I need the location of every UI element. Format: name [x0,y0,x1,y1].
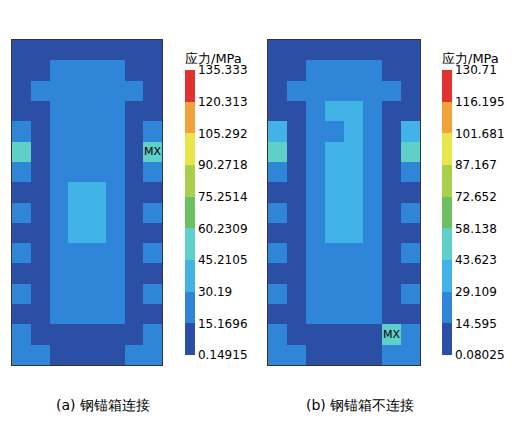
svg-text:15.1696: 15.1696 [198,317,248,331]
svg-text:116.195: 116.195 [455,95,505,109]
svg-text:43.623: 43.623 [455,253,497,267]
svg-text:MX: MX [144,145,161,158]
svg-text:29.109: 29.109 [455,285,497,299]
svg-text:0.08025: 0.08025 [455,348,505,362]
svg-text:0.14915: 0.14915 [198,348,248,362]
svg-text:(b) 钢锚箱不连接: (b) 钢锚箱不连接 [306,397,414,413]
svg-text:87.167: 87.167 [455,158,497,172]
svg-text:135.333: 135.333 [198,63,248,77]
svg-text:应力/MPa: 应力/MPa [185,51,242,66]
svg-text:120.313: 120.313 [198,95,248,109]
svg-text:30.19: 30.19 [198,285,232,299]
svg-text:101.681: 101.681 [455,127,505,141]
svg-text:60.2309: 60.2309 [198,222,248,236]
svg-text:130.71: 130.71 [455,63,497,77]
svg-text:90.2718: 90.2718 [198,158,248,172]
svg-text:75.2514: 75.2514 [198,190,248,204]
svg-text:MX: MX [383,328,400,341]
svg-text:14.595: 14.595 [455,317,497,331]
svg-text:105.292: 105.292 [198,127,248,141]
svg-text:58.138: 58.138 [455,222,497,236]
svg-text:应力/MPa: 应力/MPa [442,51,499,66]
svg-text:45.2105: 45.2105 [198,253,248,267]
svg-text:72.652: 72.652 [455,190,497,204]
svg-text:(a) 钢锚箱连接: (a) 钢锚箱连接 [56,397,150,413]
